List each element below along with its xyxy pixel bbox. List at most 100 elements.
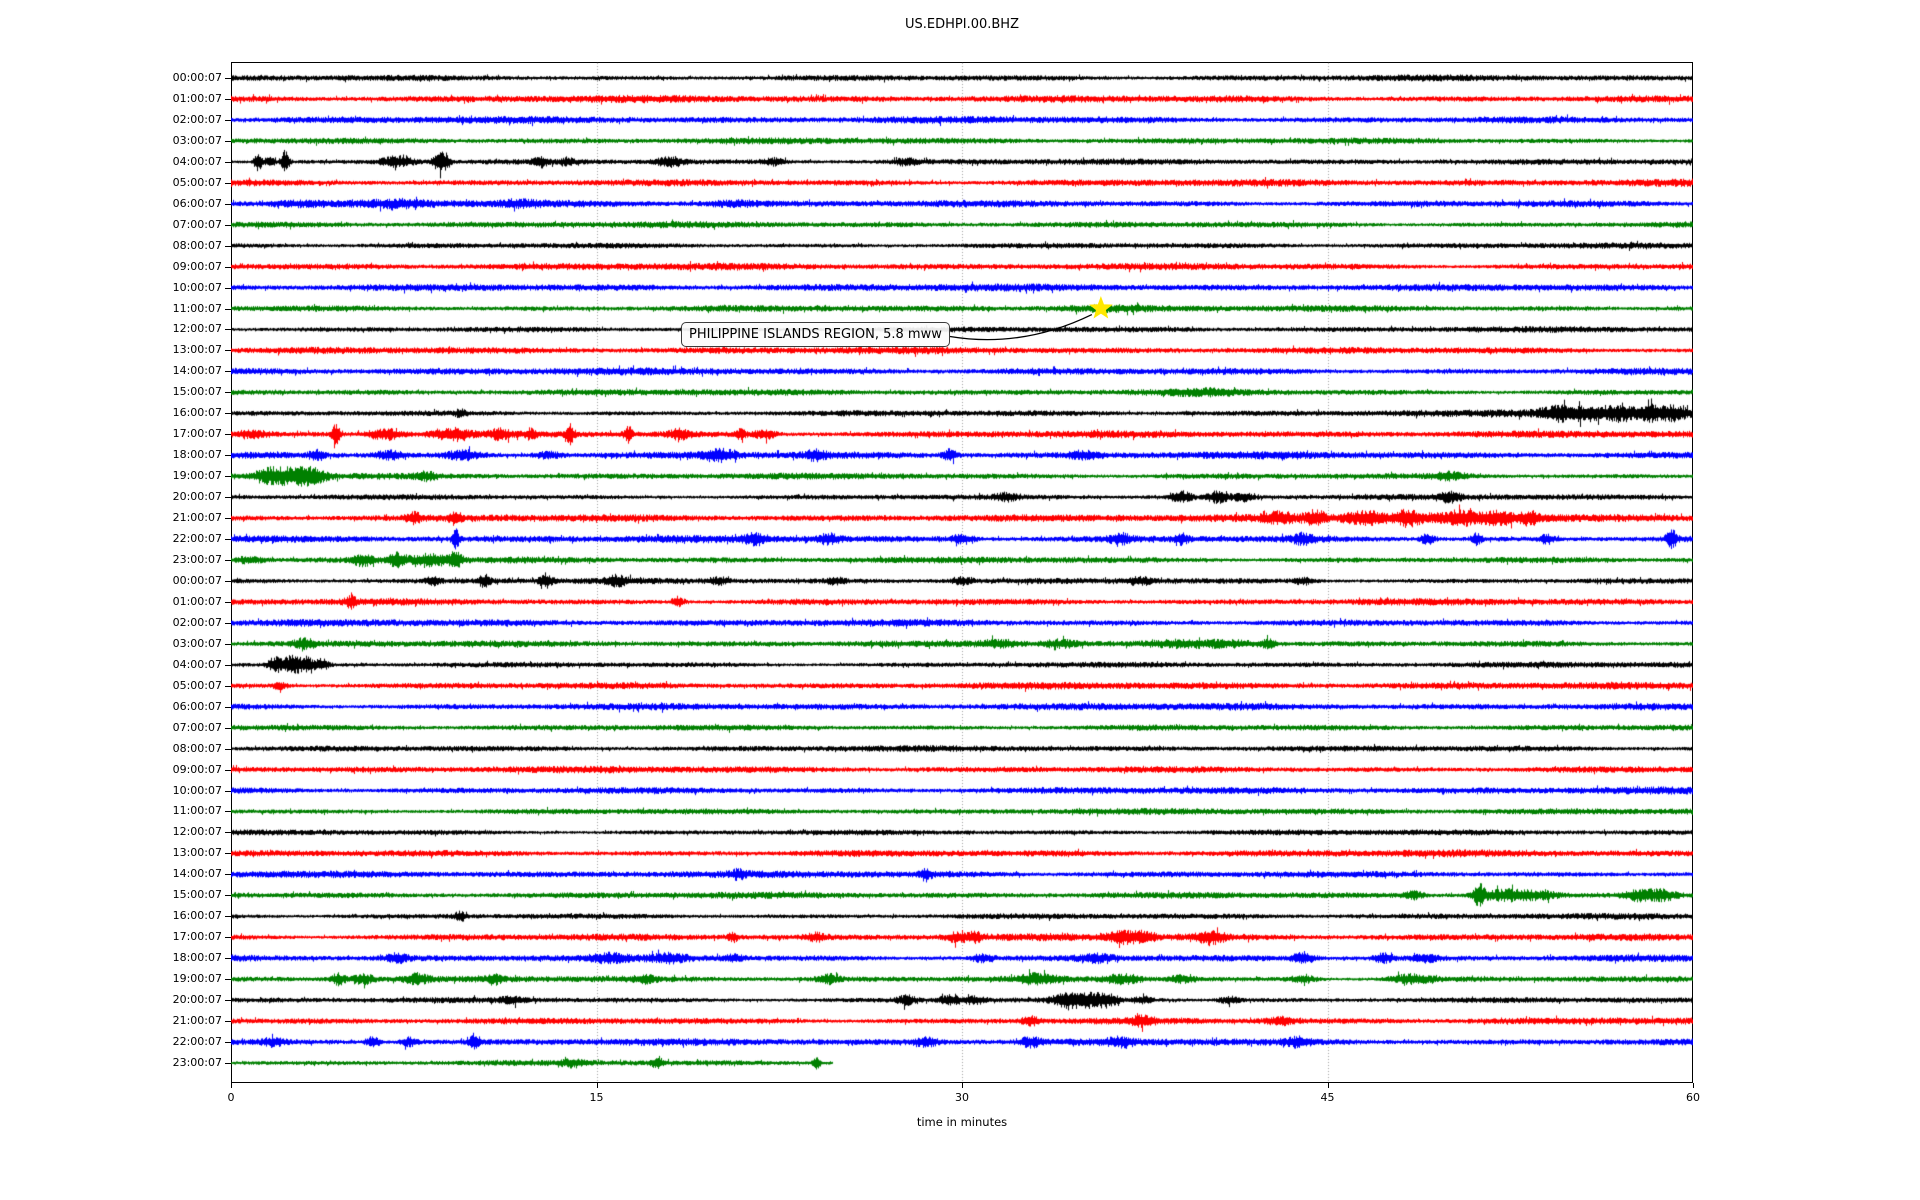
row-label: 20:00:07	[172, 993, 222, 1007]
x-tick-label: 15	[589, 1091, 604, 1104]
y-tick-mark	[225, 1062, 231, 1064]
row-label: 15:00:07	[172, 888, 222, 902]
row-label: 11:00:07	[172, 804, 222, 818]
y-tick-mark	[225, 979, 231, 981]
row-label: 04:00:07	[172, 154, 222, 168]
x-axis-label: time in minutes	[916, 1115, 1008, 1129]
x-tick-label: 30	[955, 1091, 969, 1104]
row-label: 08:00:07	[172, 741, 222, 755]
y-tick-mark	[225, 497, 231, 499]
row-label: 11:00:07	[172, 301, 222, 315]
row-label: 07:00:07	[172, 720, 222, 734]
y-tick-mark	[225, 161, 231, 163]
x-tick-mark	[1693, 1083, 1694, 1088]
x-tick-mark	[231, 1083, 232, 1088]
row-label: 09:00:07	[172, 259, 222, 273]
row-label: 12:00:07	[172, 825, 222, 839]
y-tick-mark	[225, 224, 231, 226]
y-tick-mark	[225, 560, 231, 561]
y-tick-mark	[225, 140, 231, 142]
y-tick-mark	[225, 685, 231, 687]
row-label: 07:00:07	[172, 217, 222, 231]
y-tick-mark	[225, 832, 231, 834]
row-label: 02:00:07	[172, 615, 222, 629]
y-tick-mark	[225, 434, 231, 436]
y-tick-mark	[225, 790, 231, 792]
y-tick-mark	[225, 1000, 231, 1002]
seismogram-traces-canvas	[231, 62, 1693, 1083]
row-label: 18:00:07	[172, 448, 222, 462]
event-annotation: PHILIPPINE ISLANDS REGION, 5.8 mww	[681, 322, 950, 347]
y-tick-mark	[225, 580, 231, 582]
y-tick-mark	[225, 518, 231, 520]
row-label: 19:00:07	[172, 469, 222, 483]
y-tick-mark	[225, 853, 231, 855]
row-label: 03:00:07	[172, 636, 222, 650]
y-tick-mark	[225, 182, 231, 184]
y-tick-mark	[225, 78, 231, 79]
row-label: 06:00:07	[172, 196, 222, 210]
y-tick-mark	[225, 874, 231, 876]
x-tick-mark	[596, 1083, 598, 1088]
y-tick-mark	[225, 245, 231, 247]
row-label: 00:00:07	[172, 573, 222, 587]
y-tick-mark	[225, 455, 231, 457]
row-label: 16:00:07	[172, 909, 222, 923]
row-label: 14:00:07	[172, 867, 222, 881]
y-tick-mark	[225, 287, 231, 289]
x-tick-label: 45	[1320, 1091, 1335, 1104]
row-label: 19:00:07	[172, 972, 222, 986]
row-label: 08:00:07	[172, 238, 222, 252]
y-tick-mark	[225, 203, 231, 205]
y-tick-mark	[225, 350, 231, 352]
y-tick-mark	[225, 119, 231, 121]
row-label: 01:00:07	[172, 91, 222, 105]
y-tick-mark	[225, 413, 231, 415]
y-tick-mark	[225, 727, 231, 729]
row-label: 00:00:07	[172, 71, 222, 84]
y-tick-mark	[225, 308, 231, 310]
row-label: 10:00:07	[172, 280, 222, 294]
y-tick-mark	[225, 266, 231, 268]
y-tick-mark	[225, 476, 231, 478]
row-label: 03:00:07	[172, 133, 222, 147]
y-tick-mark	[225, 706, 231, 708]
y-tick-mark	[225, 601, 231, 603]
row-label: 16:00:07	[172, 406, 222, 420]
row-label: 05:00:07	[172, 175, 222, 189]
row-label: 23:00:07	[172, 553, 222, 566]
row-label: 01:00:07	[172, 594, 222, 608]
row-label: 13:00:07	[172, 846, 222, 860]
row-label: 17:00:07	[172, 930, 222, 944]
y-tick-mark	[225, 329, 231, 331]
row-label: 12:00:07	[172, 322, 222, 336]
row-label: 15:00:07	[172, 385, 222, 399]
y-tick-mark	[225, 664, 231, 666]
row-label: 21:00:07	[172, 1014, 222, 1028]
row-label: 17:00:07	[172, 427, 222, 441]
row-label: 10:00:07	[172, 783, 222, 797]
y-tick-mark	[225, 539, 231, 541]
row-label: 22:00:07	[172, 1035, 222, 1049]
x-tick-mark	[962, 1083, 963, 1088]
row-label: 20:00:07	[172, 490, 222, 504]
y-tick-mark	[225, 958, 231, 960]
y-tick-mark	[225, 622, 231, 624]
y-tick-mark	[225, 769, 231, 771]
row-label: 04:00:07	[172, 657, 222, 671]
row-label: 09:00:07	[172, 762, 222, 776]
y-tick-mark	[225, 98, 231, 100]
x-tick-label: 0	[227, 1091, 235, 1104]
x-tick-label: 60	[1686, 1091, 1700, 1104]
y-tick-mark	[225, 1021, 231, 1023]
y-tick-mark	[225, 895, 231, 897]
row-label: 13:00:07	[172, 343, 222, 357]
row-label: 05:00:07	[172, 678, 222, 692]
y-tick-mark	[225, 916, 231, 918]
y-tick-mark	[225, 937, 231, 939]
row-label-column: 00:00:07 01:00:07 02:00:07 03:00:07 04:00:07…	[0, 0, 231, 1200]
y-tick-mark	[225, 1042, 231, 1044]
y-tick-mark	[225, 371, 231, 373]
y-tick-mark	[225, 392, 231, 394]
